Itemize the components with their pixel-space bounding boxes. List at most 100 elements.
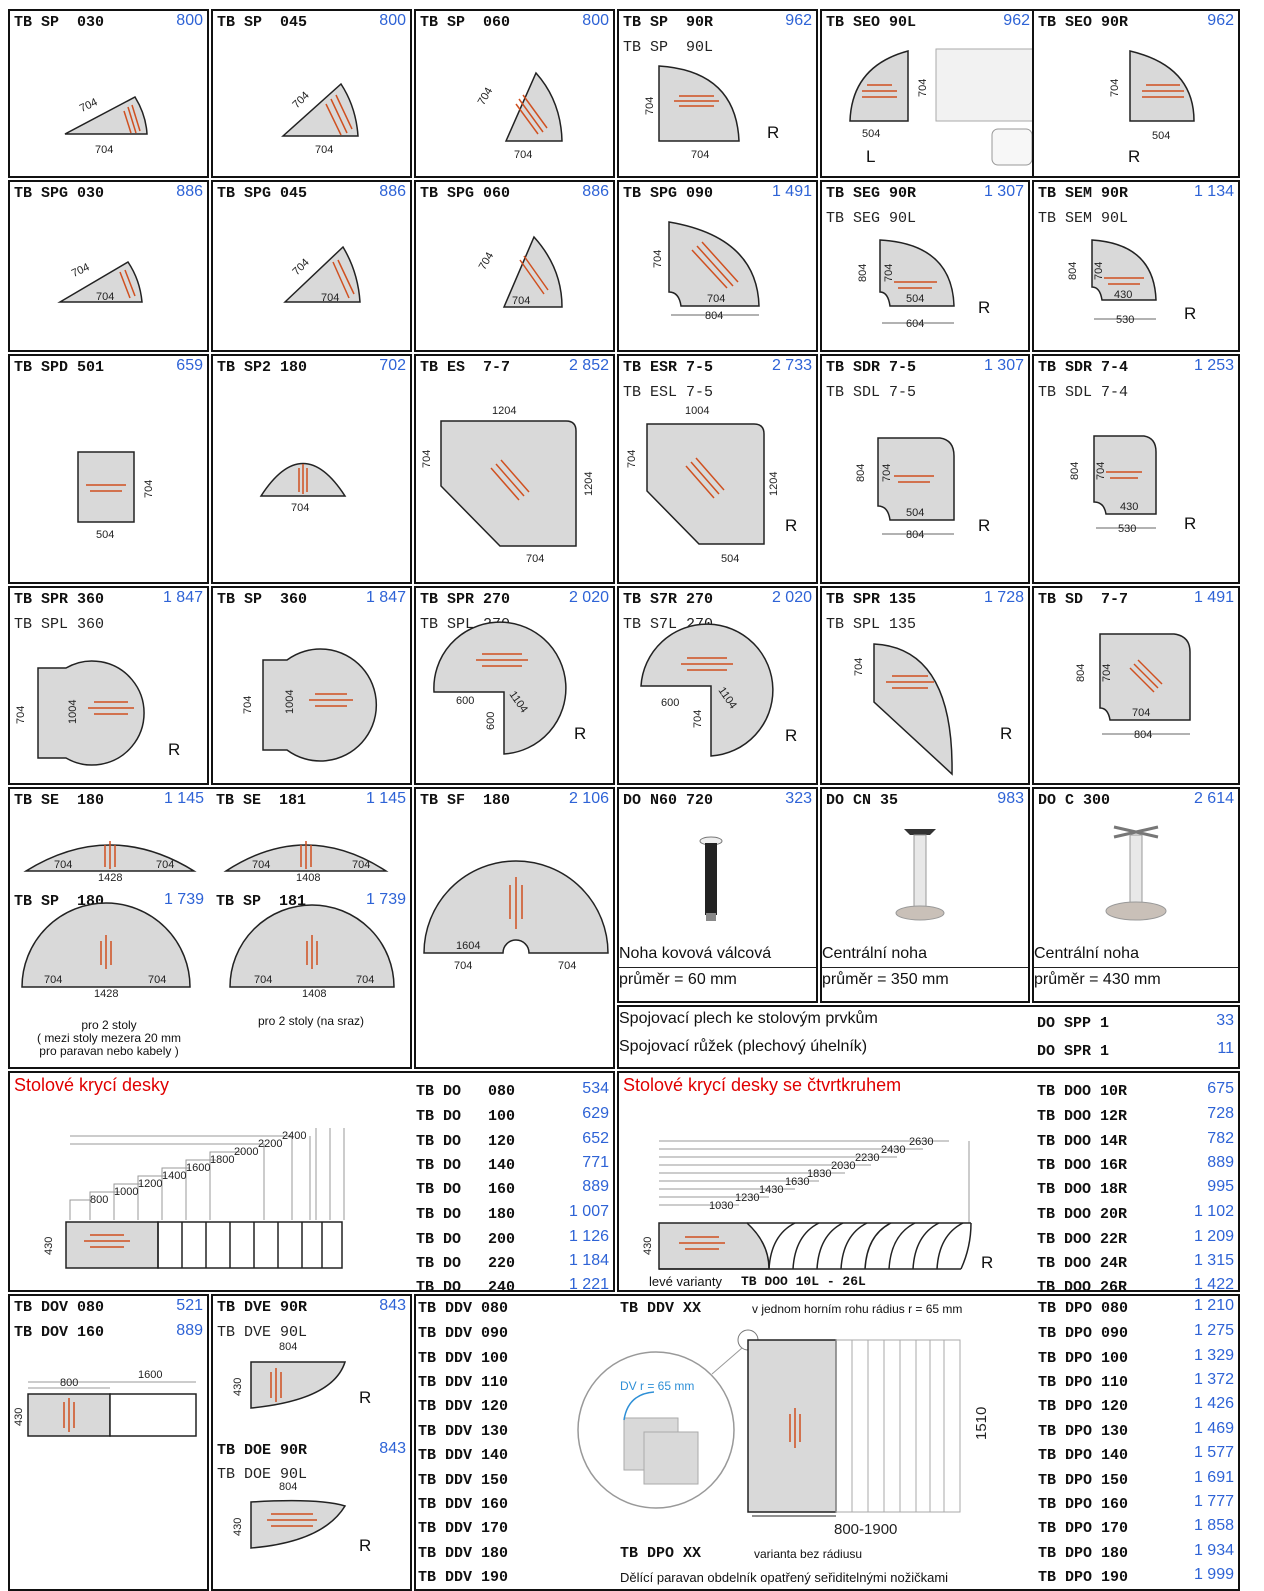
product-code-alt: TB SDL 7-5 — [826, 384, 917, 401]
price-list-code: TB DPO 090 — [1038, 1325, 1129, 1342]
product-code: TB SP 030 — [14, 14, 105, 31]
price-list-code: TB DPO 130 — [1038, 1423, 1129, 1440]
side-indicator: R — [359, 1536, 372, 1555]
left-variants-code: TB DOO 10L - 26L — [741, 1274, 866, 1289]
product-code: TB SPG 030 — [14, 185, 105, 202]
price-list-code: TB DOO 12R — [1037, 1108, 1128, 1125]
product-price: 1 739 — [365, 891, 406, 908]
product-cell-tb-spr-135: TB SPR 135 TB SPL 135 1 728 704 R — [820, 586, 1030, 785]
price-list-price: 675 — [1207, 1080, 1234, 1097]
product-cell-tb-seo-90r: TB SEO 90R 962 704 504 R — [1032, 9, 1240, 178]
length-label: 1430 — [759, 1184, 783, 1196]
price-list-price: 889 — [582, 1178, 609, 1195]
dim-label: 704 — [477, 250, 497, 272]
dim-label: 704 — [514, 149, 532, 161]
tabletop-quarter-grommet-drawing: 704 704 804 — [652, 221, 760, 322]
price-list-code: TB DOO 22R — [1037, 1231, 1128, 1248]
product-code: TB SP 181 — [216, 893, 307, 910]
tabletop-sf-drawing: 1604 704 704 — [423, 860, 609, 972]
side-indicator: R — [1000, 724, 1013, 743]
price-list-price: 995 — [1207, 1178, 1234, 1195]
product-code: TB SEG 90R — [826, 185, 917, 202]
product-code-alt: TB ESL 7-5 — [623, 384, 714, 401]
price-list-code: TB DPO 190 — [1038, 1569, 1129, 1586]
length-label: 1630 — [785, 1176, 809, 1188]
price-list-code: TB DDV 090 — [418, 1325, 509, 1342]
price-list-code: TB DOO 26R — [1037, 1279, 1128, 1292]
length-label: 1830 — [807, 1168, 831, 1180]
length-label: 1030 — [709, 1200, 733, 1212]
side-indicator: R — [1184, 514, 1197, 533]
product-price: 886 — [582, 183, 609, 200]
product-cell-tb-sp-360: TB SP 360 1 847 704 1004 — [211, 586, 412, 785]
price-list-code: TB DPO 160 — [1038, 1496, 1129, 1513]
side-indicator: R — [767, 123, 780, 142]
price-list-code: TB DO 080 — [416, 1083, 516, 1100]
dim-label: 1604 — [456, 940, 480, 952]
tabletop-wedge-60-grommet-drawing: 704 704 — [477, 235, 563, 308]
dim-label: 1204 — [492, 405, 516, 417]
side-indicator: L — [866, 147, 876, 166]
dim-label: 804 — [279, 1481, 297, 1493]
product-cell-tb-s7r-270: TB S7R 270 TB S7L 270 2 020 600 704 1104… — [617, 586, 818, 785]
leg-central-icon — [895, 829, 945, 921]
dim-label: 704 — [1093, 262, 1105, 280]
product-code: DO N60 720 — [623, 792, 714, 809]
side-indicator: R — [168, 740, 181, 759]
product-code: TB SP 90R — [623, 14, 714, 31]
product-price: 1 728 — [983, 589, 1024, 606]
tabletop-round-360-drawing: 704 1004 — [15, 660, 145, 766]
tabletop-wedge-30-drawing: 704 704 — [64, 96, 148, 156]
dim-label: 704 — [526, 553, 544, 565]
dve-doe-drawing: 804 430 804 430 — [232, 1341, 347, 1549]
price-list-code: TB DDV 150 — [418, 1472, 509, 1489]
dim-label: 704 — [853, 658, 865, 676]
dim-label: 1408 — [296, 872, 320, 884]
price-list-code: TB DDV 170 — [418, 1520, 509, 1537]
price-list-code: TB DO 240 — [416, 1279, 516, 1292]
dim-label: 704 — [290, 257, 311, 278]
product-cell-tb-sem-90: TB SEM 90R TB SEM 90L 1 134 804 704 430 … — [1032, 180, 1240, 352]
product-price: 2 020 — [771, 589, 812, 606]
side-indicator: R — [978, 516, 991, 535]
product-price: 962 — [1003, 12, 1030, 29]
price-list-code: TB DO 160 — [416, 1181, 516, 1198]
tabletop-half-circle-drawing: 704 — [259, 462, 347, 514]
product-price: 1 307 — [983, 183, 1024, 200]
tabletop-seo-right-drawing: 704 504 — [1109, 50, 1195, 142]
dim-label: 704 — [96, 291, 114, 303]
tabletop-corner-es-drawing: 1204 704 1204 704 — [421, 405, 595, 565]
length-label: 1800 — [210, 1154, 234, 1166]
side-indicator: R — [1184, 304, 1197, 323]
dim-label: 704 — [254, 974, 272, 986]
tabletop-seg-drawing: 804 704 504 604 — [857, 239, 955, 330]
dov-plate-drawing: 800 1600 430 — [13, 1369, 197, 1437]
leg-diameter: průměr = 60 mm — [619, 971, 737, 988]
dim-label: 704 — [421, 450, 433, 468]
note-line: pro paravan nebo kabely ) — [39, 1044, 179, 1058]
dim-label: 804 — [855, 464, 867, 482]
dim-label: 704 — [652, 250, 664, 268]
price-list-price: 782 — [1207, 1130, 1234, 1147]
dim-label: 504 — [906, 293, 924, 305]
price-list-code: TB DO 120 — [416, 1133, 516, 1150]
product-code: TB SEM 90R — [1038, 185, 1129, 202]
dim-label: 704 — [291, 502, 309, 514]
price-list-price: 1 934 — [1193, 1542, 1234, 1559]
product-cell-tb-dve-doe: TB DVE 90R TB DVE 90L 843 TB DOE 90R TB … — [211, 1294, 412, 1591]
dpo-variant-note: varianta bez rádiusu — [754, 1547, 863, 1561]
price-list-code: TB DDV 080 — [418, 1300, 509, 1317]
leg-description: Centrální noha — [1034, 945, 1139, 962]
dim-label: 430 — [232, 1518, 244, 1536]
tabletop-corner-esr-drawing: 1004 704 1204 504 — [626, 405, 780, 565]
price-list-code: TB DDV 110 — [418, 1374, 509, 1391]
tabletop-s7r-drawing: 600 704 1104 — [640, 623, 774, 757]
price-list-code: TB DOO 14R — [1037, 1133, 1128, 1150]
tabletop-wedge-60-drawing: 704 704 — [476, 71, 563, 161]
product-price: 800 — [379, 12, 406, 29]
product-code: TB SP 060 — [420, 14, 511, 31]
dim-label: 704 — [476, 86, 496, 108]
product-code: TB SF 180 — [420, 792, 511, 809]
product-code: TB SPR 135 — [826, 591, 917, 608]
dim-label: 704 — [558, 960, 576, 972]
